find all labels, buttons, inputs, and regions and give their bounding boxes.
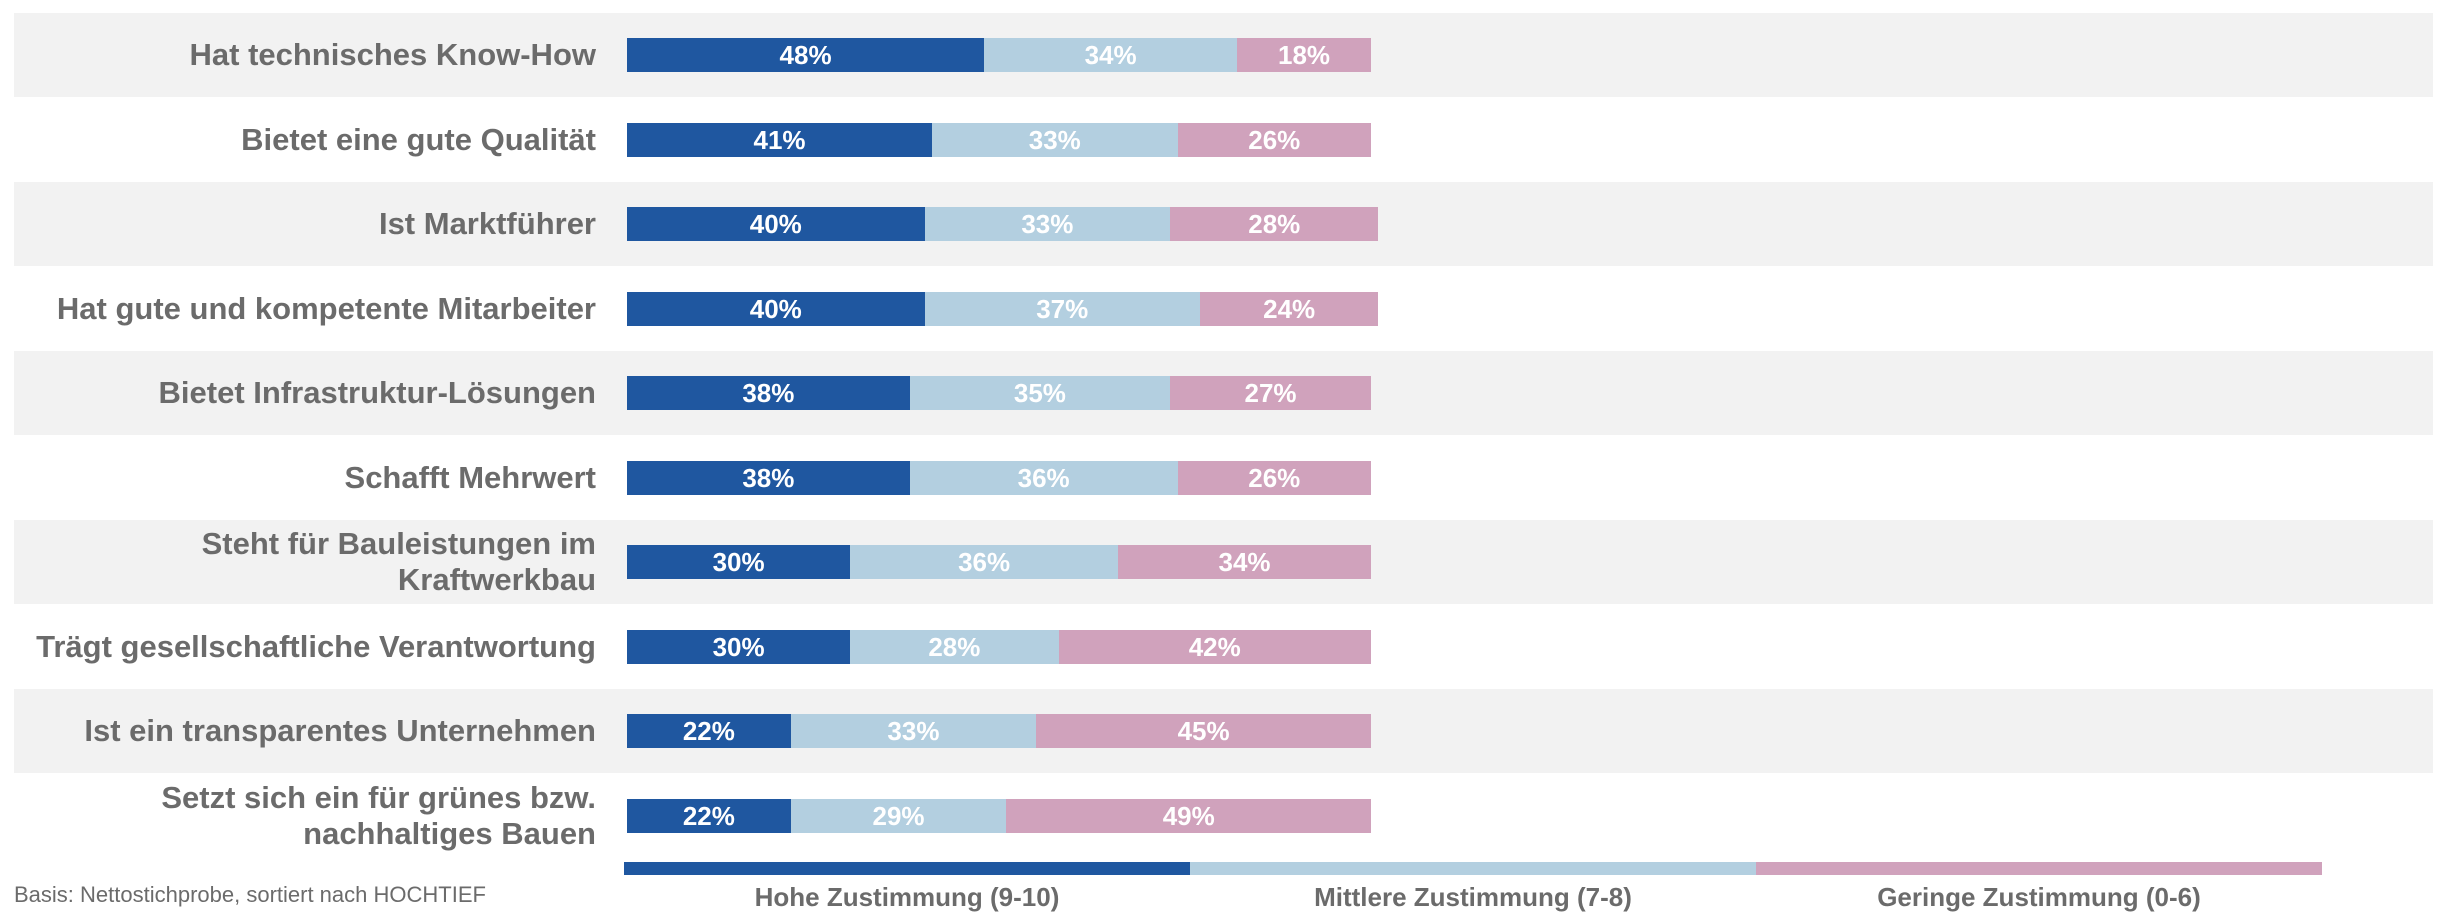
bar-segment — [909, 376, 1171, 410]
value-label: 33% — [1021, 209, 1074, 239]
bar-segment — [1058, 629, 1371, 664]
value-label: 40% — [749, 209, 802, 239]
value-label: 22% — [682, 716, 735, 746]
value-label: 30% — [712, 547, 765, 577]
bar-segment — [984, 38, 1238, 72]
bar-segment — [627, 629, 851, 664]
value-label: 18% — [1278, 40, 1331, 70]
legend-swatch — [1190, 862, 1756, 875]
category-label: Trägt gesellschaftliche Verantwortung — [36, 628, 596, 664]
bar-segment — [1036, 714, 1371, 748]
value-label: 28% — [1248, 209, 1301, 239]
value-label: 35% — [1013, 378, 1066, 408]
value-label: 33% — [1028, 124, 1081, 155]
bar-segment — [627, 376, 910, 410]
bar-segment — [627, 207, 925, 241]
bar-segment — [790, 714, 1037, 748]
bar-segment — [932, 122, 1178, 157]
value-label: 38% — [742, 462, 795, 493]
value-label: 30% — [712, 631, 765, 662]
value-label: 33% — [887, 716, 940, 746]
bar-segment — [850, 629, 1059, 664]
value-label: 41% — [753, 124, 806, 155]
category-label: Hat technisches Know-How — [189, 37, 597, 72]
bar-segment — [924, 207, 1171, 241]
bar-segment — [1199, 291, 1379, 326]
value-label: 34% — [1084, 40, 1137, 70]
category-label: Schafft Mehrwert — [344, 459, 596, 495]
bar-segment — [627, 291, 925, 326]
value-label: 45% — [1177, 716, 1230, 746]
footnote: Basis: Nettostichprobe, sortiert nach HO… — [14, 882, 486, 907]
category-label: Steht für Bauleistungen im Kraftwerkbau — [201, 526, 596, 597]
value-label: 38% — [742, 378, 795, 408]
value-label: 27% — [1244, 378, 1297, 408]
value-label: 36% — [1017, 462, 1070, 493]
bar-segment — [924, 291, 1200, 326]
bar-segment — [627, 38, 985, 72]
value-label: 48% — [779, 40, 832, 70]
category-label: Ist Marktführer — [378, 206, 596, 241]
legend-swatch — [624, 862, 1190, 875]
value-label: 34% — [1218, 547, 1271, 577]
legend-label: Hohe Zustimmung (9-10) — [754, 882, 1060, 912]
value-label: 40% — [749, 293, 802, 324]
bar-segment — [627, 714, 791, 748]
value-label: 37% — [1036, 293, 1089, 324]
value-label: 26% — [1248, 462, 1301, 493]
category-label: Setzt sich ein für grünes bzw. nachhalti… — [161, 779, 596, 851]
bar-segment — [627, 122, 933, 157]
bar-segment — [790, 798, 1007, 833]
bar-segment — [1237, 38, 1371, 72]
value-label: 22% — [682, 800, 735, 831]
value-label: 29% — [872, 800, 925, 831]
bar-segment — [1006, 798, 1371, 833]
legend-label: Geringe Zustimmung (0-6) — [1877, 882, 2201, 912]
bar-segment — [1177, 460, 1371, 495]
bar-segment — [1170, 376, 1371, 410]
category-label: Bietet eine gute Qualität — [241, 121, 596, 157]
category-label: Hat gute und kompetente Mitarbeiter — [56, 290, 596, 326]
value-label: 36% — [958, 547, 1011, 577]
bar-segment — [627, 460, 910, 495]
legend-swatch — [1756, 862, 2322, 875]
bar-segment — [850, 545, 1119, 579]
value-label: 28% — [928, 631, 981, 662]
value-label: 26% — [1248, 124, 1301, 155]
bar-segment — [1177, 122, 1371, 157]
bar-segment — [1170, 207, 1379, 241]
bar-segment — [909, 460, 1178, 495]
category-label: Bietet Infrastruktur-Lösungen — [158, 375, 596, 410]
value-label: 49% — [1162, 800, 1215, 831]
value-label: 42% — [1188, 631, 1241, 662]
legend-label: Mittlere Zustimmung (7-8) — [1314, 882, 1632, 912]
bar-segment — [1118, 545, 1371, 579]
category-label: Ist ein transparentes Unternehmen — [84, 713, 596, 748]
value-label: 24% — [1263, 293, 1316, 324]
bar-segment — [627, 545, 851, 579]
bar-segment — [627, 798, 791, 833]
